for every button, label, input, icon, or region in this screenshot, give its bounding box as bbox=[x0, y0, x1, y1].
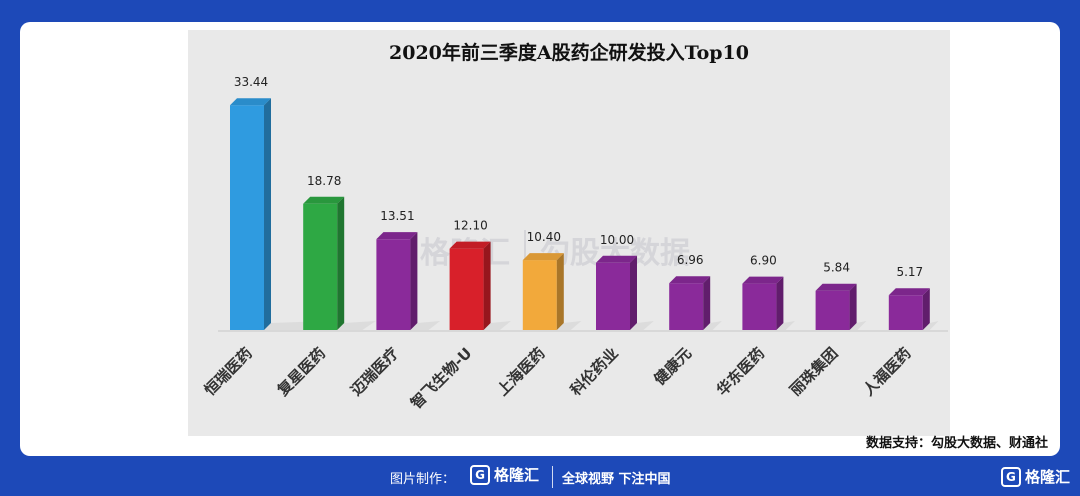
category-label: 迈瑞医疗 bbox=[347, 344, 402, 399]
value-label: 33.44 bbox=[234, 75, 268, 89]
category-label: 健康元 bbox=[650, 344, 695, 389]
bar-front bbox=[522, 260, 557, 330]
bar-4 bbox=[449, 241, 511, 330]
bar-top bbox=[815, 283, 857, 291]
bar-top bbox=[596, 255, 637, 263]
bar-side bbox=[264, 98, 271, 330]
footer-logo: G 格隆汇 bbox=[470, 464, 539, 485]
bar-side bbox=[630, 255, 637, 330]
bar-front bbox=[376, 239, 411, 330]
bar-8 bbox=[742, 276, 795, 330]
bar-top bbox=[669, 276, 711, 284]
value-label: 5.84 bbox=[823, 261, 850, 275]
chart-title: 2020年前三季度A股药企研发投入Top10 bbox=[389, 42, 749, 64]
source-text: 数据支持：勾股大数据、财通社 bbox=[865, 436, 1048, 451]
value-label: 6.96 bbox=[677, 253, 704, 267]
bar-top bbox=[522, 253, 564, 261]
brand-name: 格隆汇 bbox=[494, 466, 540, 484]
bar-top bbox=[230, 98, 271, 106]
bar-side bbox=[776, 276, 784, 330]
bar-side bbox=[337, 196, 345, 330]
bar-side bbox=[410, 232, 418, 330]
bar-top bbox=[376, 232, 418, 240]
category-label: 科伦药业 bbox=[567, 344, 622, 399]
bar-side bbox=[556, 253, 564, 330]
bar-front bbox=[449, 248, 484, 330]
bar-chart: 33.44 恒瑞医药 18.78 复星医药 13.51 迈瑞医疗 12.10 智飞生物-U 10… bbox=[201, 75, 948, 412]
bar-top bbox=[303, 196, 345, 204]
bar-shadow bbox=[483, 321, 511, 330]
bar-side bbox=[483, 241, 491, 330]
bar-6 bbox=[596, 255, 654, 330]
bar-side bbox=[922, 288, 930, 330]
bar-front bbox=[669, 283, 704, 330]
bar-top bbox=[449, 241, 491, 249]
value-label: 5.17 bbox=[896, 265, 923, 279]
bar-10 bbox=[888, 288, 939, 330]
value-label: 10.00 bbox=[600, 233, 634, 247]
bar-shadow bbox=[337, 321, 376, 330]
bar-shadow bbox=[703, 321, 722, 330]
category-label: 复星医药 bbox=[273, 344, 329, 400]
bar-2 bbox=[303, 196, 376, 330]
slogan: 全球视野 下注中国 bbox=[562, 472, 671, 487]
corner-logo-icon: G bbox=[1000, 466, 1021, 487]
category-label: 智飞生物-U bbox=[407, 344, 475, 412]
bar-front bbox=[230, 105, 264, 330]
bar-shadow bbox=[556, 321, 582, 330]
bar-top bbox=[888, 288, 930, 296]
bar-shadow bbox=[922, 321, 939, 330]
value-label: 6.90 bbox=[750, 254, 777, 268]
bar-3 bbox=[376, 232, 441, 330]
watermark-divider bbox=[524, 230, 526, 270]
category-label: 恒瑞医药 bbox=[201, 344, 256, 399]
corner-brand: 格隆汇 bbox=[1024, 468, 1070, 486]
category-label: 人福医药 bbox=[859, 344, 914, 399]
bar-front bbox=[888, 295, 923, 330]
bar-side bbox=[703, 276, 711, 330]
bar-side bbox=[849, 283, 857, 330]
bar-top bbox=[742, 276, 784, 284]
bar-front bbox=[742, 283, 777, 330]
bar-front bbox=[815, 290, 850, 330]
category-label: 华东医药 bbox=[713, 344, 768, 399]
made-by-label: 图片制作： bbox=[390, 472, 456, 487]
bar-shadow bbox=[630, 321, 654, 330]
bar-shadow bbox=[776, 321, 795, 330]
bar-front bbox=[303, 203, 338, 330]
bar-shadow bbox=[410, 321, 441, 330]
category-label: 上海医药 bbox=[493, 344, 548, 399]
bar-5 bbox=[522, 253, 582, 330]
bar-1 bbox=[230, 98, 328, 330]
bar-7 bbox=[669, 276, 722, 330]
value-label: 10.40 bbox=[527, 230, 561, 244]
value-label: 13.51 bbox=[380, 209, 414, 223]
bar-9 bbox=[815, 283, 867, 330]
brand-logo-icon: G bbox=[470, 464, 490, 485]
value-label: 18.78 bbox=[307, 174, 341, 188]
bar-front bbox=[596, 262, 630, 330]
value-label: 12.10 bbox=[453, 219, 487, 233]
bar-shadow bbox=[849, 321, 867, 330]
category-label: 丽珠集团 bbox=[786, 344, 841, 399]
footer: 图片制作： G 格隆汇 全球视野 下注中国 G 格隆汇 bbox=[0, 458, 1080, 496]
corner-logo: G 格隆汇 bbox=[1000, 466, 1070, 487]
footer-divider bbox=[552, 466, 553, 488]
